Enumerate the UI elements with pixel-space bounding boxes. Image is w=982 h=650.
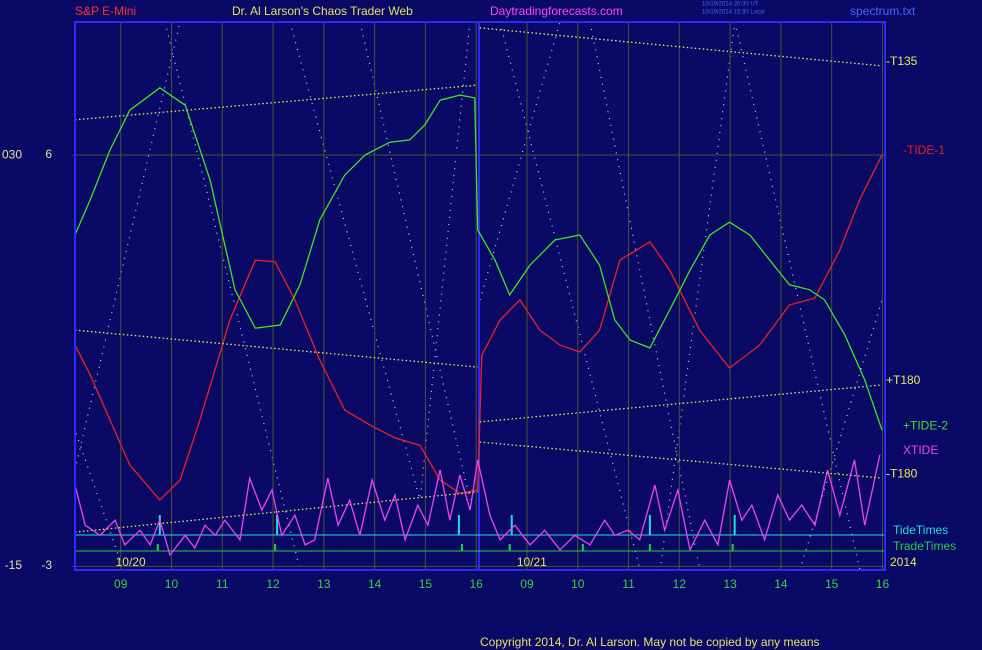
event-spike — [508, 544, 511, 551]
series-label: +TIDE-2 — [903, 418, 948, 432]
event-spike — [510, 515, 513, 535]
x-tick-label: 15 — [825, 577, 839, 591]
series-label: -T180 — [886, 466, 918, 480]
y-tick-label: 6 — [45, 147, 52, 161]
y2-tick-label: 030 — [2, 148, 22, 162]
event-label: TradeTimes — [893, 539, 956, 553]
x-tick-label: 10 — [165, 577, 179, 591]
x-tick-label: 09 — [114, 577, 128, 591]
date-label: 10/20 — [116, 555, 146, 569]
event-spike — [156, 544, 159, 551]
y2-tick-label: -15 — [5, 558, 23, 572]
cycle-line — [74, 21, 471, 571]
stamp: 10/19/2014 20:30 UT — [702, 2, 759, 8]
event-spike — [648, 544, 651, 551]
series-label: +T180 — [886, 373, 921, 387]
event-spike — [733, 515, 736, 535]
x-tick-label: 16 — [876, 577, 890, 591]
series-label: XTIDE — [903, 443, 938, 457]
x-tick-label: 15 — [419, 577, 433, 591]
x-tick-label: 09 — [520, 577, 534, 591]
event-spike — [460, 544, 463, 551]
x-tick-label: 13 — [723, 577, 737, 591]
x-tick-label: 11 — [622, 577, 635, 591]
event-spike — [276, 515, 279, 535]
event-spike — [158, 515, 161, 535]
series-label: -T135 — [886, 54, 918, 68]
series-line — [74, 87, 883, 431]
instrument: S&P E-Mini — [75, 4, 136, 18]
series-line — [74, 27, 883, 121]
x-tick-label: 12 — [673, 577, 687, 591]
event-spike — [457, 515, 460, 535]
x-tick-label: 12 — [266, 577, 280, 591]
x-tick-label: 14 — [774, 577, 788, 591]
series-line — [74, 329, 883, 479]
x-tick-label: 10 — [571, 577, 585, 591]
date-label: 10/21 — [517, 555, 547, 569]
copyright: Copyright 2014, Dr. Al Larson. May not b… — [480, 635, 820, 649]
stamp: 10/19/2014 15:30 Local — [702, 10, 765, 16]
x-tick-label: 14 — [368, 577, 382, 591]
plot-border — [74, 21, 886, 571]
series-line — [74, 384, 883, 533]
event-spike — [274, 544, 277, 551]
event-spike — [648, 515, 651, 535]
x-tick-label: 16 — [470, 577, 484, 591]
event-label: TideTimes — [893, 523, 948, 537]
series-line — [74, 154, 883, 502]
file-name: spectrum.txt — [850, 4, 916, 18]
x-tick-label: 11 — [216, 577, 229, 591]
title: Dr. Al Larson's Chaos Trader Web — [232, 4, 413, 18]
y-tick-label: -3 — [41, 558, 52, 572]
series-label: -TIDE-1 — [903, 143, 945, 157]
year-label: 2014 — [890, 555, 917, 569]
cycle-lines — [74, 21, 883, 571]
x-tick-label: 13 — [317, 577, 331, 591]
event-spike — [731, 544, 734, 551]
event-spike — [581, 544, 584, 551]
site: Daytradingforecasts.com — [490, 4, 623, 18]
series-line — [74, 454, 881, 557]
